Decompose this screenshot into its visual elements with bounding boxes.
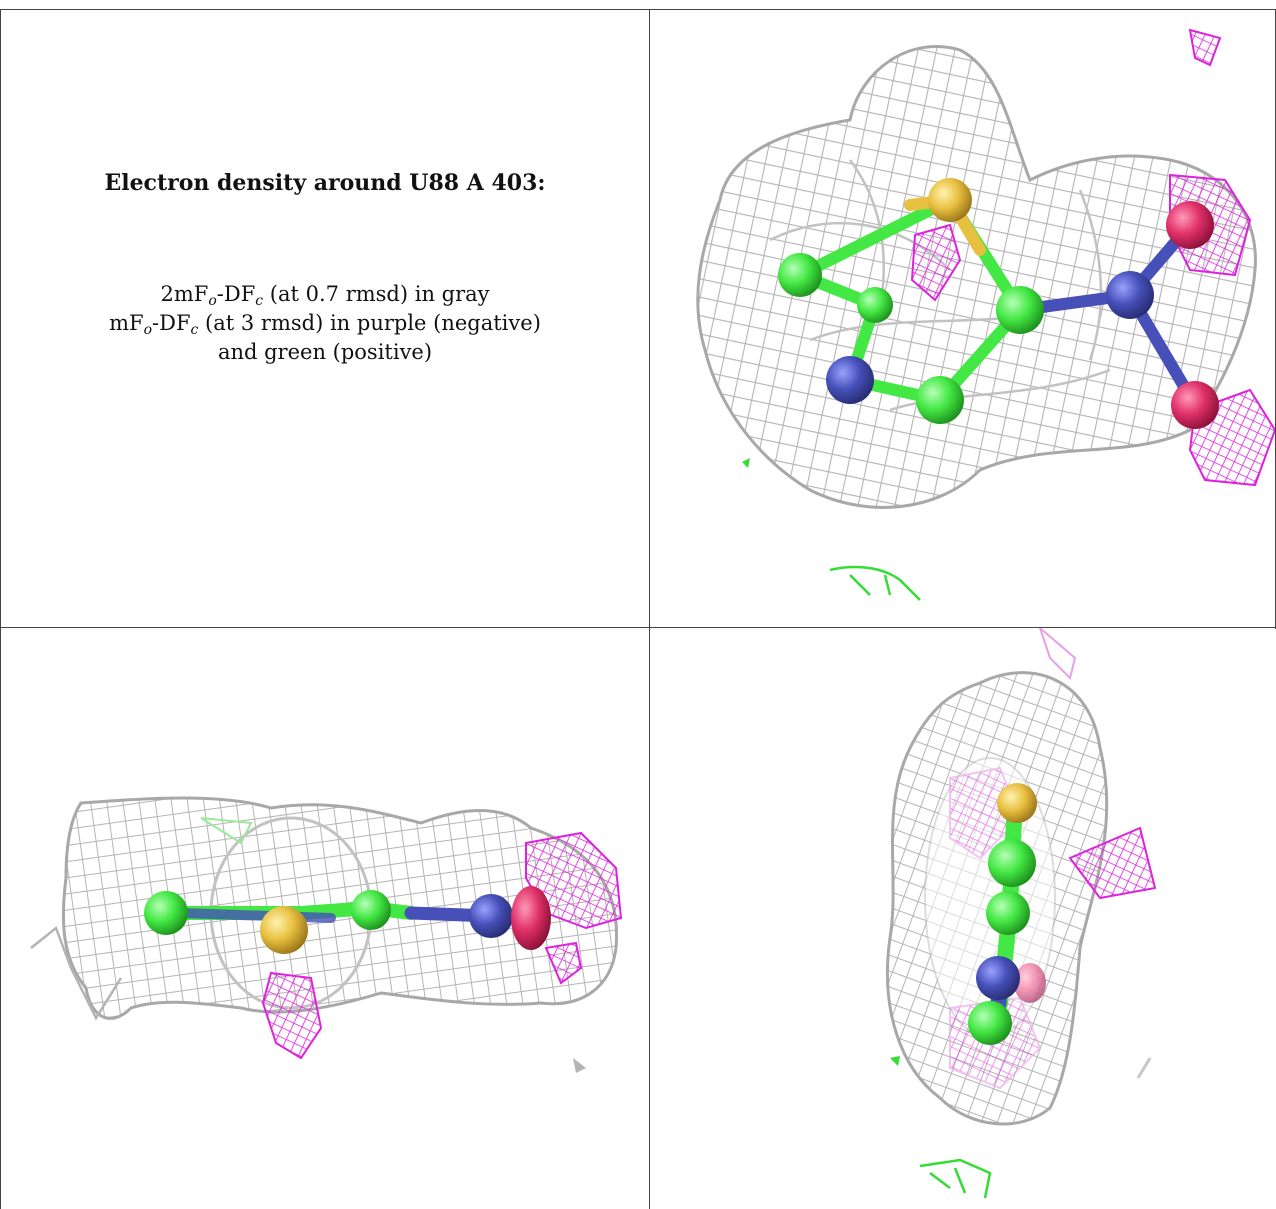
caption-body: 2mFo-DFc (at 0.7 rmsd) in gray mFo-DFc (… — [1, 280, 649, 367]
mesh-positive-blob-bottom — [829, 565, 921, 601]
atom-sulfur — [260, 906, 308, 954]
atom-carbon-1 — [778, 253, 822, 297]
grid-left-border — [0, 9, 1, 1209]
atom-carbon-4 — [996, 286, 1044, 334]
atom-nitrogen — [976, 956, 1020, 1000]
mesh-2fofc-left-tail — [30, 925, 123, 1021]
atom-nitrogen-amide — [1106, 271, 1154, 319]
mesh-negative-blob-below — [261, 971, 323, 1060]
caption-cell: Electron density around U88 A 403: 2mFo-… — [1, 10, 649, 627]
density-view-edge — [886, 628, 1157, 1199]
atom-carbon-3 — [916, 376, 964, 424]
density-view-side — [30, 796, 623, 1073]
atom-nitrogen-amide — [469, 894, 513, 938]
density-panel-bottom-right — [650, 628, 1275, 1209]
caption-heading: Electron density around U88 A 403: — [104, 170, 546, 196]
mesh-positive-faint — [200, 817, 253, 845]
atom-carbon-1 — [988, 839, 1036, 887]
atom-oxygen-2 — [1171, 381, 1219, 429]
density-panel-bottom-left — [1, 628, 649, 1209]
mesh-negative-blob-center — [910, 223, 962, 302]
atom-oxygen-1 — [1166, 201, 1214, 249]
grid-horizontal-divider — [0, 627, 1276, 628]
mesh-negative-blob-lower — [544, 941, 583, 985]
mesh-positive-speck — [890, 1056, 900, 1066]
caption-line-fofc: mFo-DFc (at 3 rmsd) in purple (negative) — [109, 311, 541, 338]
atom-carbon-3 — [968, 1001, 1012, 1045]
density-panel-top-right — [650, 10, 1275, 627]
mesh-gray-speck — [573, 1058, 586, 1073]
molecule-bonds — [154, 900, 498, 923]
grid-top-border — [0, 9, 1276, 10]
atom-oxygen-faint — [1014, 963, 1046, 1003]
atom-oxygen — [511, 886, 551, 950]
mesh-2fofc-inner-folds — [769, 159, 1111, 412]
atom-carbon-mid — [351, 890, 391, 930]
atom-carbon-left — [144, 891, 188, 935]
density-view-face — [696, 28, 1275, 601]
mesh-negative-blob-right — [1068, 826, 1157, 900]
mesh-positive-speck — [742, 458, 750, 468]
atom-carbon-2 — [857, 287, 893, 323]
atom-nitrogen-ring — [826, 356, 874, 404]
mesh-positive-blob-bottom — [919, 1158, 992, 1199]
atom-carbon-2 — [986, 891, 1030, 935]
atom-sulfur — [997, 783, 1037, 823]
mesh-negative-blob-top — [1038, 628, 1077, 680]
mesh-negative-blob-corner — [1188, 28, 1222, 67]
atom-sulfur — [928, 178, 972, 222]
caption-line-2fofc: 2mFo-DFc (at 0.7 rmsd) in gray — [160, 282, 490, 309]
mesh-negative-blob-right — [525, 831, 623, 930]
mesh-gray-stick — [1136, 1057, 1152, 1079]
grid-vertical-divider — [649, 9, 650, 1209]
caption-line-positive: and green (positive) — [217, 340, 433, 364]
